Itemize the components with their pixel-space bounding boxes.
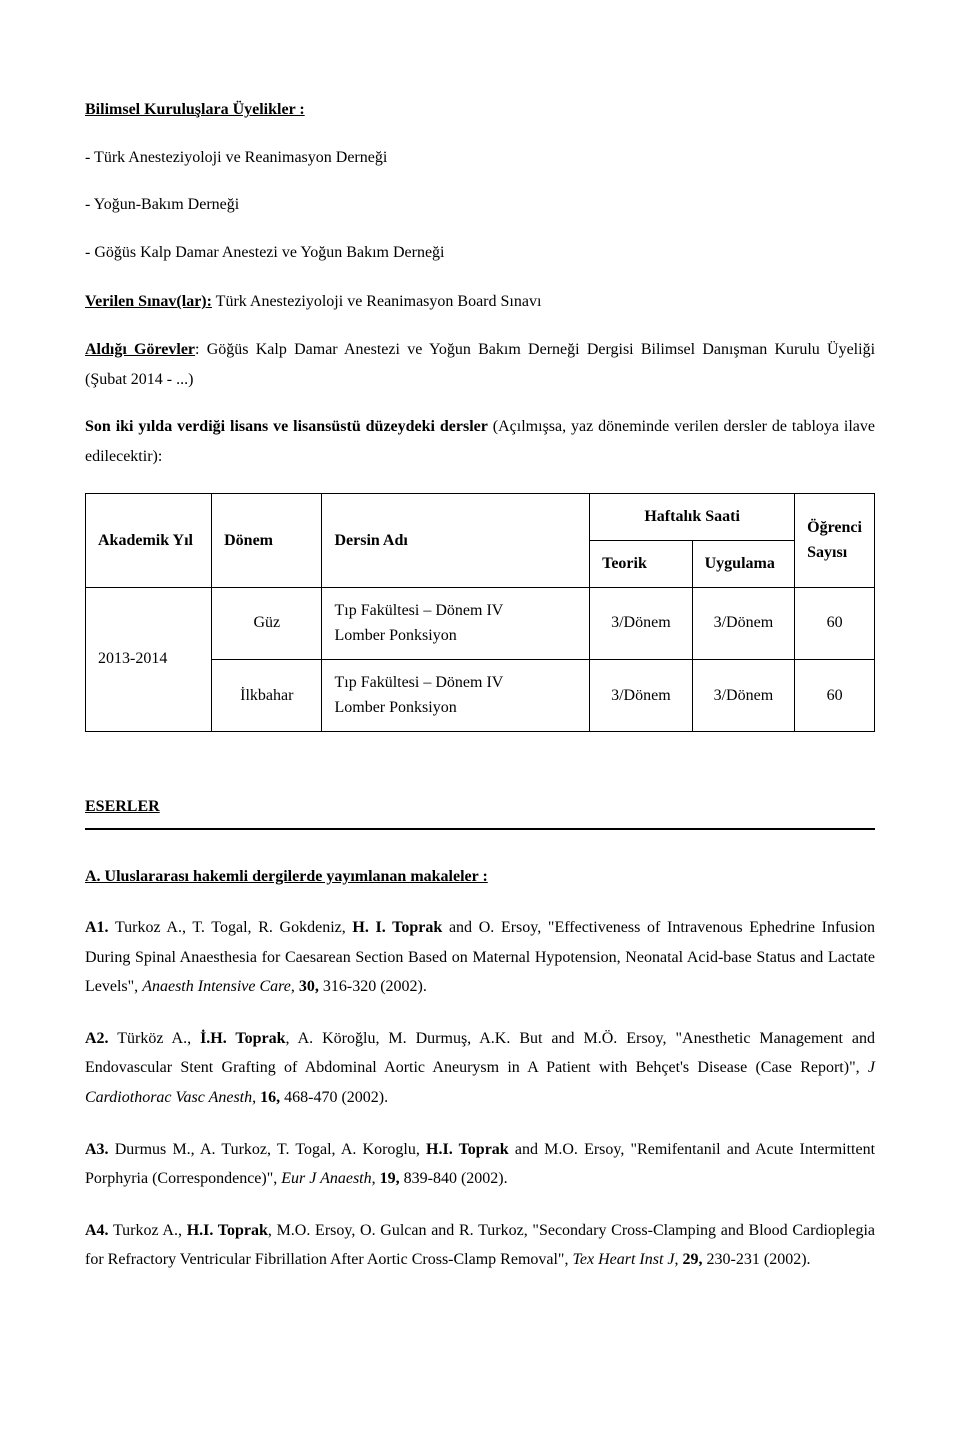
- ref-text: 230-231 (2002).: [703, 1251, 811, 1268]
- ref-text: ,: [372, 1170, 380, 1187]
- ref-label: A4.: [85, 1222, 109, 1239]
- th-hours: Haftalık Saati: [590, 494, 795, 541]
- table-header-row: Akademik Yıl Dönem Dersin Adı Haftalık S…: [86, 494, 875, 541]
- membership-item: - Türk Anesteziyoloji ve Reanimasyon Der…: [85, 143, 875, 173]
- ref-text: Türköz A.,: [109, 1030, 201, 1047]
- eserler-heading: ESERLER: [85, 792, 875, 822]
- courses-table: Akademik Yıl Dönem Dersin Adı Haftalık S…: [85, 493, 875, 732]
- th-count: Öğrenci Sayısı: [795, 494, 875, 587]
- memberships-heading: Bilimsel Kuruluşlara Üyelikler :: [85, 95, 875, 125]
- roles-text: : Göğüs Kalp Damar Anestezi ve Yoğun Bak…: [85, 341, 875, 388]
- td-practice: 3/Dönem: [692, 659, 795, 731]
- courses-intro: Son iki yılda verdiği lisans ve lisansüs…: [85, 412, 875, 471]
- membership-item: - Göğüs Kalp Damar Anestezi ve Yoğun Bak…: [85, 238, 875, 268]
- roles-line: Aldığı Görevler: Göğüs Kalp Damar Aneste…: [85, 335, 875, 394]
- ref-text: ,: [252, 1089, 260, 1106]
- td-theory: 3/Dönem: [590, 659, 693, 731]
- th-count-l1: Öğrenci: [807, 519, 862, 536]
- th-year: Akademik Yıl: [86, 494, 212, 587]
- td-course: Tıp Fakültesi – Dönem IV Lomber Ponksiyo…: [322, 587, 590, 659]
- ref-journal: Tex Heart Inst J: [572, 1251, 674, 1268]
- td-year: 2013-2014: [86, 587, 212, 731]
- ref-vol: 19,: [380, 1170, 400, 1187]
- td-count: 60: [795, 587, 875, 659]
- td-course-l2: Lomber Ponksiyon: [334, 627, 456, 644]
- ref-vol: 30,: [299, 978, 319, 995]
- th-course: Dersin Adı: [322, 494, 590, 587]
- ref-bold-author: H.I. Toprak: [187, 1222, 268, 1239]
- ref-text: Turkoz A.,: [109, 1222, 187, 1239]
- td-term: Güz: [212, 587, 322, 659]
- th-count-l2: Sayısı: [807, 544, 847, 561]
- td-count: 60: [795, 659, 875, 731]
- th-theory: Teorik: [590, 540, 693, 587]
- td-course-l2: Lomber Ponksiyon: [334, 699, 456, 716]
- ref-text: Turkoz A., T. Togal, R. Gokdeniz,: [109, 919, 353, 936]
- membership-item: - Yoğun-Bakım Derneği: [85, 190, 875, 220]
- courses-intro-label: Son iki yılda verdiği lisans ve lisansüs…: [85, 418, 488, 435]
- ref-label: A1.: [85, 919, 109, 936]
- ref-journal: Anaesth Intensive Care: [142, 978, 291, 995]
- ref-vol: 29,: [683, 1251, 703, 1268]
- ref-label: A2.: [85, 1030, 109, 1047]
- th-term: Dönem: [212, 494, 322, 587]
- reference-item: A2. Türköz A., İ.H. Toprak, A. Köroğlu, …: [85, 1024, 875, 1113]
- ref-label: A3.: [85, 1141, 109, 1158]
- td-practice: 3/Dönem: [692, 587, 795, 659]
- reference-item: A3. Durmus M., A. Turkoz, T. Togal, A. K…: [85, 1135, 875, 1194]
- exams-text: Türk Anesteziyoloji ve Reanimasyon Board…: [212, 293, 541, 310]
- ref-text: Durmus M., A. Turkoz, T. Togal, A. Korog…: [109, 1141, 426, 1158]
- table-row: 2013-2014 Güz Tıp Fakültesi – Dönem IV L…: [86, 587, 875, 659]
- td-theory: 3/Dönem: [590, 587, 693, 659]
- ref-bold-author: H. I. Toprak: [352, 919, 442, 936]
- section-a-heading: A. Uluslararası hakemli dergilerde yayım…: [85, 862, 875, 892]
- td-course-l1: Tıp Fakültesi – Dönem IV: [334, 602, 503, 619]
- ref-text: ,: [675, 1251, 683, 1268]
- td-course-l1: Tıp Fakültesi – Dönem IV: [334, 674, 503, 691]
- ref-text: 839-840 (2002).: [400, 1170, 508, 1187]
- exams-label: Verilen Sınav(lar):: [85, 293, 212, 310]
- td-term: İlkbahar: [212, 659, 322, 731]
- divider: [85, 828, 875, 830]
- ref-vol: 16,: [260, 1089, 280, 1106]
- reference-item: A1. Turkoz A., T. Togal, R. Gokdeniz, H.…: [85, 913, 875, 1002]
- exams-line: Verilen Sınav(lar): Türk Anesteziyoloji …: [85, 287, 875, 317]
- td-course: Tıp Fakültesi – Dönem IV Lomber Ponksiyo…: [322, 659, 590, 731]
- ref-bold-author: İ.H. Toprak: [200, 1030, 285, 1047]
- ref-journal: Eur J Anaesth: [281, 1170, 371, 1187]
- ref-bold-author: H.I. Toprak: [426, 1141, 509, 1158]
- ref-text: ,: [291, 978, 299, 995]
- roles-label: Aldığı Görevler: [85, 341, 195, 358]
- th-practice: Uygulama: [692, 540, 795, 587]
- reference-item: A4. Turkoz A., H.I. Toprak, M.O. Ersoy, …: [85, 1216, 875, 1275]
- ref-text: 468-470 (2002).: [280, 1089, 388, 1106]
- ref-text: 316-320 (2002).: [319, 978, 427, 995]
